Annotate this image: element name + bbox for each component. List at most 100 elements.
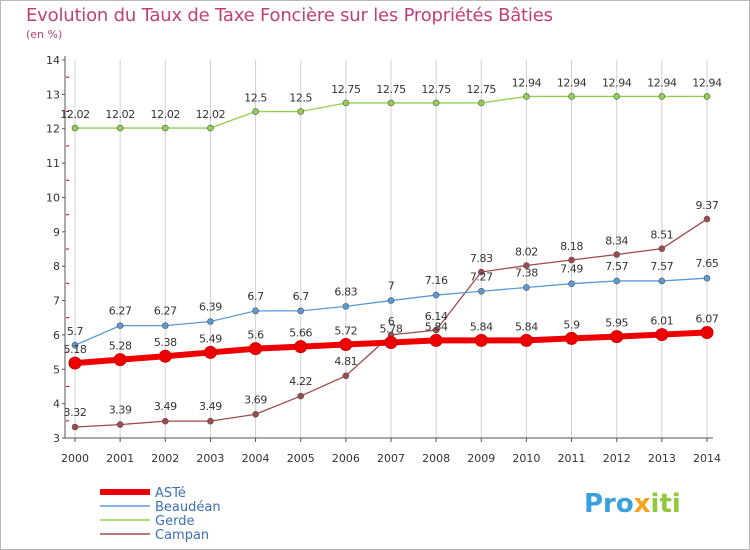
data-label: 7.57 (650, 260, 673, 273)
data-point (568, 256, 575, 264)
data-point (207, 318, 214, 325)
x-tick-label: 2003 (196, 452, 224, 465)
data-point (703, 215, 711, 223)
data-label: 6.01 (650, 315, 673, 328)
x-tick-label: 2011 (558, 452, 586, 465)
x-tick-label: 2007 (377, 452, 405, 465)
data-point (342, 372, 350, 380)
y-tick-label: 9 (53, 226, 60, 239)
y-tick-label: 8 (53, 260, 60, 273)
data-point (207, 417, 214, 425)
data-label: 7.49 (560, 263, 583, 276)
data-point (477, 287, 485, 295)
data-label: 12.75 (331, 83, 361, 96)
data-label: 12.94 (647, 76, 677, 89)
proxiti-logo: Proxiti (584, 489, 681, 519)
data-point (523, 262, 530, 269)
data-point (161, 124, 169, 132)
chart-unit-label: (en %) (26, 28, 63, 41)
data-point (297, 108, 305, 115)
x-tick-label: 2000 (61, 452, 89, 465)
data-label: 6.39 (199, 301, 222, 314)
data-label: 5.18 (64, 343, 87, 356)
data-point (339, 338, 353, 352)
data-label: 5.49 (199, 332, 222, 345)
data-point (613, 277, 621, 285)
data-point (252, 307, 259, 315)
data-point (523, 93, 530, 100)
data-label: 12.5 (289, 92, 312, 105)
data-point (342, 303, 350, 310)
data-point (429, 333, 443, 347)
data-label: 7.16 (425, 274, 448, 287)
data-label: 5.72 (334, 325, 357, 338)
data-point (161, 417, 169, 425)
data-point (568, 280, 575, 288)
data-label: 5.9 (563, 318, 580, 331)
data-label: 6 (388, 315, 395, 328)
data-point (613, 251, 621, 258)
data-point (703, 93, 711, 100)
data-point (342, 99, 350, 107)
x-tick-label: 2014 (693, 452, 721, 465)
data-label: 12.75 (376, 83, 406, 96)
data-point (387, 297, 395, 304)
data-label: 7.27 (470, 270, 493, 283)
data-point (207, 124, 214, 132)
data-label: 3.49 (199, 400, 222, 413)
data-point (519, 333, 533, 347)
data-point (387, 99, 395, 107)
y-tick-label: 13 (46, 88, 60, 101)
data-point (68, 356, 82, 370)
data-label: 12.02 (60, 108, 90, 121)
data-label: 5.84 (425, 320, 448, 333)
data-label: 12.5 (244, 92, 267, 105)
data-point (432, 291, 440, 299)
data-point (252, 108, 259, 115)
data-point (565, 331, 579, 345)
data-label: 5.84 (515, 320, 538, 333)
data-label: 6.27 (109, 305, 132, 318)
data-point (71, 124, 79, 132)
y-tick-label: 14 (46, 54, 60, 67)
data-point (477, 268, 485, 276)
data-point (474, 333, 488, 347)
x-tick-label: 2005 (287, 452, 315, 465)
data-point (655, 328, 669, 342)
x-tick-label: 2006 (332, 452, 360, 465)
y-tick-label: 6 (53, 329, 60, 342)
data-label: 5.38 (154, 336, 177, 349)
data-point (658, 245, 666, 252)
data-point (249, 342, 263, 356)
x-tick-label: 2008 (422, 452, 450, 465)
data-point (203, 345, 217, 359)
data-label: 5.84 (470, 320, 493, 333)
y-tick-label: 12 (46, 123, 60, 136)
data-label: 6.07 (696, 313, 719, 326)
data-point (158, 349, 172, 363)
data-label: 12.94 (692, 76, 722, 89)
data-point (116, 421, 124, 428)
data-point (568, 93, 575, 100)
data-point (523, 284, 530, 291)
x-tick-label: 2012 (603, 452, 631, 465)
data-label: 12.75 (467, 83, 497, 96)
data-label: 7.38 (515, 266, 538, 279)
data-point (71, 423, 79, 431)
data-label: 12.75 (421, 83, 451, 96)
data-label: 5.95 (605, 317, 628, 330)
data-label: 7.65 (696, 257, 719, 270)
data-label: 12.94 (557, 76, 587, 89)
x-tick-label: 2010 (512, 452, 540, 465)
data-label: 12.02 (105, 108, 135, 121)
data-point (71, 341, 79, 349)
data-label: 7.83 (470, 252, 493, 265)
y-tick-label: 11 (46, 157, 60, 170)
data-label: 6.27 (154, 305, 177, 318)
data-label: 12.94 (512, 76, 542, 89)
data-label: 8.34 (605, 234, 628, 247)
data-label: 4.81 (334, 355, 357, 368)
data-label: 5.28 (109, 340, 132, 353)
data-label: 3.49 (154, 400, 177, 413)
